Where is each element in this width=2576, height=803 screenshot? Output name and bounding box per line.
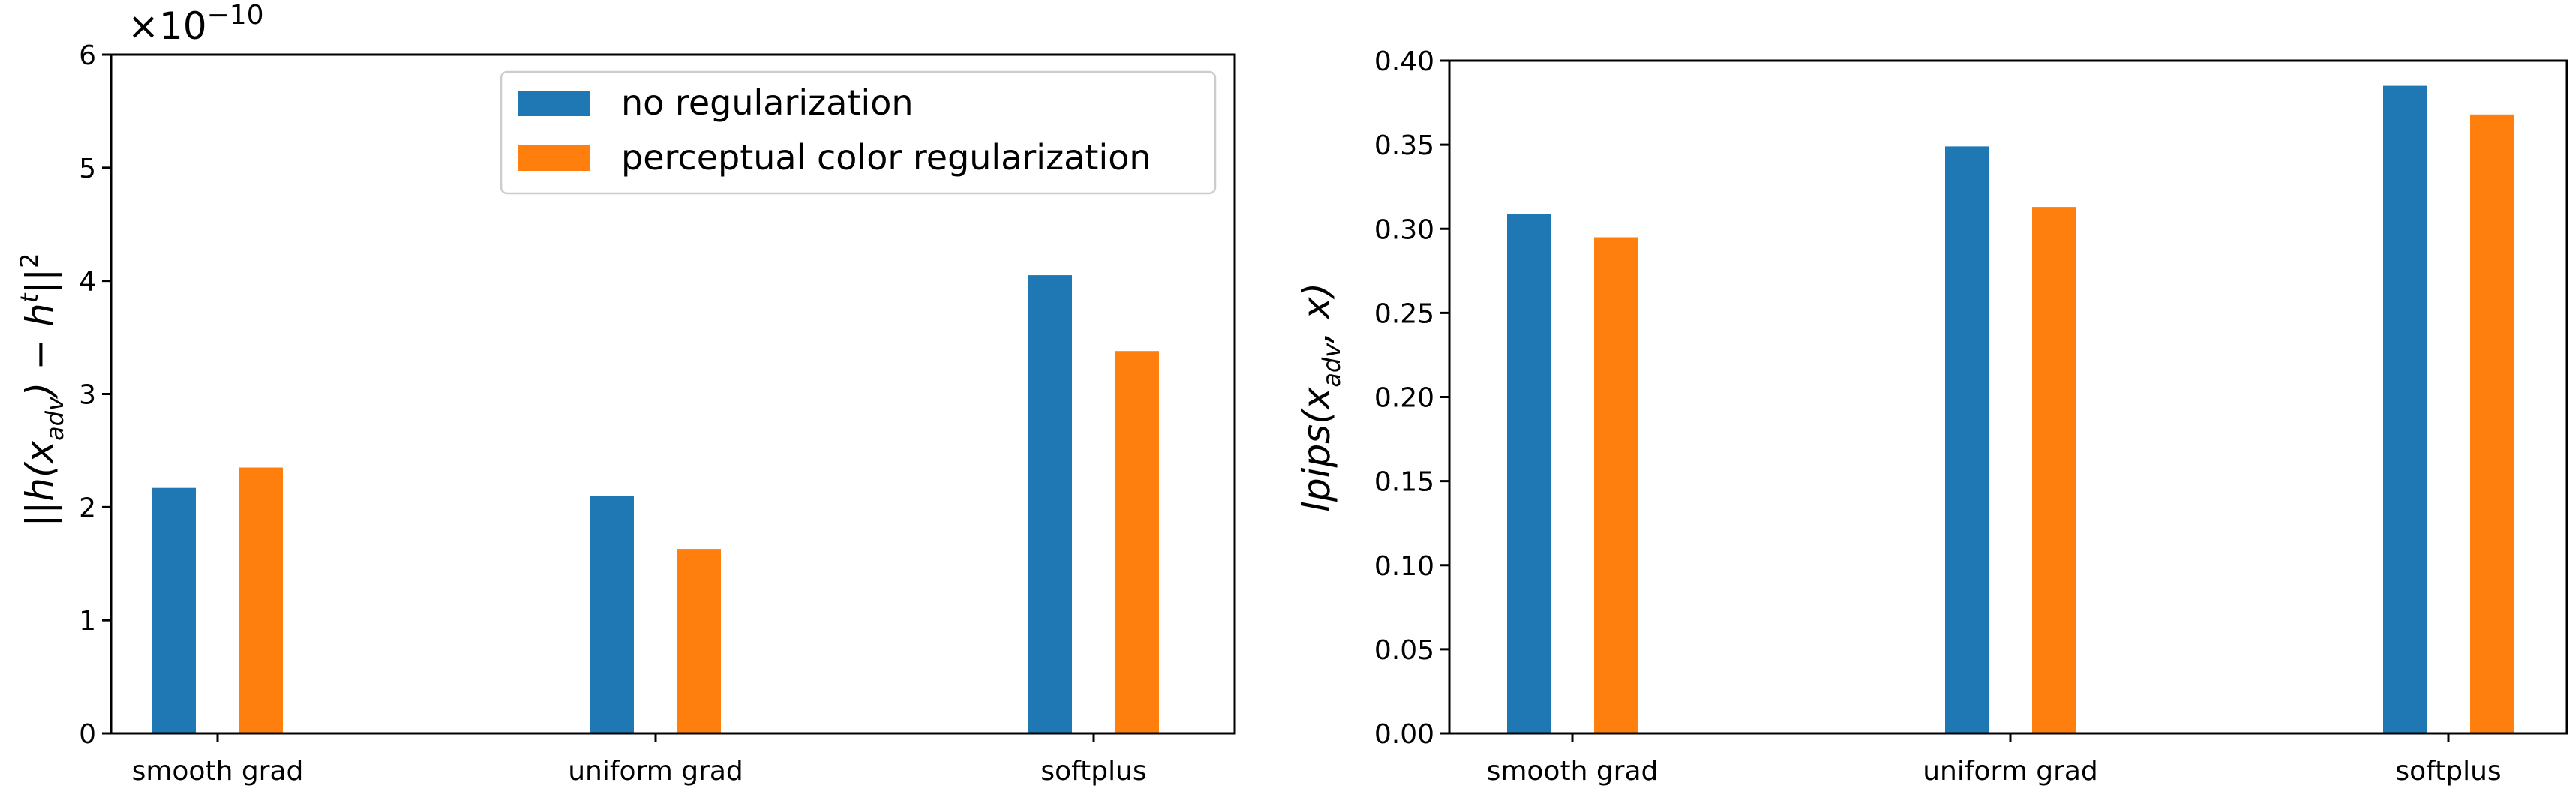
legend-label-no-regularization: no regularization bbox=[621, 82, 914, 123]
bar-no-regularization-0 bbox=[1507, 214, 1551, 734]
y-tick-label: 6 bbox=[79, 40, 96, 71]
y-tick-label: 3 bbox=[79, 380, 96, 411]
y-tick-label: 0 bbox=[79, 719, 96, 750]
chart-right: 0.00 0.05 0.10 0.15 0.20 0.25 0.30 0.35 0.40 smo… bbox=[1295, 46, 2568, 787]
legend-swatch-perceptual-color-regularization bbox=[518, 145, 590, 171]
x-tick-label: uniform grad bbox=[1923, 756, 2098, 787]
bar-no-regularization-2 bbox=[1028, 275, 1072, 734]
y-tick-label: 0.25 bbox=[1374, 298, 1434, 329]
legend: no regularization perceptual color regul… bbox=[500, 70, 1217, 195]
bar-no-regularization-2 bbox=[2383, 85, 2427, 734]
y-tick-label: 1 bbox=[79, 606, 96, 637]
y-tick-label: 5 bbox=[79, 154, 96, 184]
legend-frame bbox=[500, 70, 1217, 195]
bar-perceptual-color-regularization-2 bbox=[2470, 114, 2514, 734]
bar-perceptual-color-regularization-1 bbox=[677, 549, 721, 733]
y-tick-label: 0.15 bbox=[1374, 467, 1434, 498]
y-tick-label: 0.40 bbox=[1374, 46, 1434, 77]
bar-perceptual-color-regularization-0 bbox=[239, 467, 283, 733]
y-tick-label: 0.20 bbox=[1374, 383, 1434, 414]
y-ticks-right: 0.00 0.05 0.10 0.15 0.20 0.25 0.30 0.35 0.40 bbox=[1374, 46, 1449, 750]
y-tick-label: 4 bbox=[79, 267, 96, 298]
legend-label-perceptual-color-regularization: perceptual color regularization bbox=[621, 137, 1151, 178]
bar-no-regularization-1 bbox=[590, 496, 634, 734]
y-tick-label: 0.35 bbox=[1374, 130, 1434, 161]
x-tick-label: softplus bbox=[2395, 756, 2501, 787]
x-tick-label: smooth grad bbox=[132, 756, 304, 787]
x-tick-label: smooth grad bbox=[1487, 756, 1659, 787]
legend-swatch-no-regularization bbox=[518, 91, 590, 116]
bar-perceptual-color-regularization-1 bbox=[2032, 207, 2076, 734]
y-tick-label: 0.30 bbox=[1374, 214, 1434, 245]
scale-factor-label: ×10−10 bbox=[128, 0, 264, 48]
y-tick-label: 0.05 bbox=[1374, 635, 1434, 666]
bar-perceptual-color-regularization-0 bbox=[1594, 237, 1638, 733]
y-ticks-left: 0 1 2 3 4 5 6 bbox=[79, 40, 111, 750]
y-axis-label-right: lpips(xadv, x) bbox=[1295, 283, 1346, 512]
x-tick-label: uniform grad bbox=[568, 756, 743, 787]
bar-no-regularization-0 bbox=[152, 487, 196, 733]
bars-right bbox=[1507, 85, 2514, 734]
y-tick-label: 0.10 bbox=[1374, 551, 1434, 582]
bar-perceptual-color-regularization-2 bbox=[1115, 351, 1159, 733]
bar-no-regularization-1 bbox=[1945, 146, 1989, 733]
x-ticks-left: smooth grad uniform grad softplus bbox=[132, 733, 1147, 787]
x-ticks-right: smooth grad uniform grad softplus bbox=[1487, 733, 2502, 787]
y-tick-label: 0.00 bbox=[1374, 719, 1434, 750]
x-tick-label: softplus bbox=[1040, 756, 1146, 787]
bars-left bbox=[152, 275, 1159, 734]
y-axis-label-left: ||h(xadv) − ht||2 bbox=[15, 253, 69, 527]
y-tick-label: 2 bbox=[79, 493, 96, 523]
